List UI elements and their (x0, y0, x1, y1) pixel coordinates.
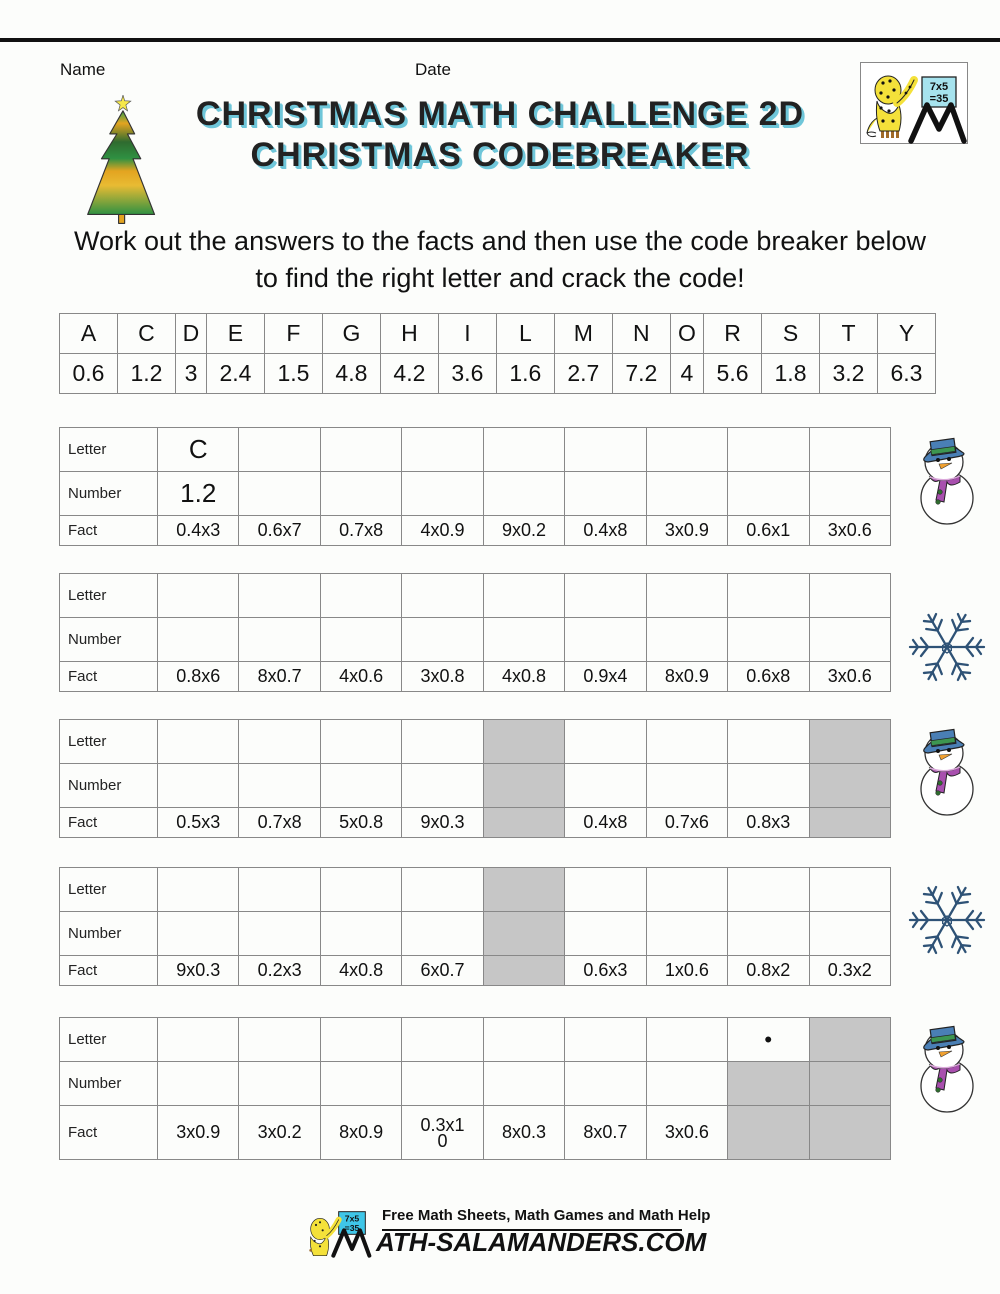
svg-text:7x5: 7x5 (930, 81, 948, 93)
svg-text:=35: =35 (345, 1223, 360, 1233)
svg-text:7x5: 7x5 (345, 1214, 360, 1224)
